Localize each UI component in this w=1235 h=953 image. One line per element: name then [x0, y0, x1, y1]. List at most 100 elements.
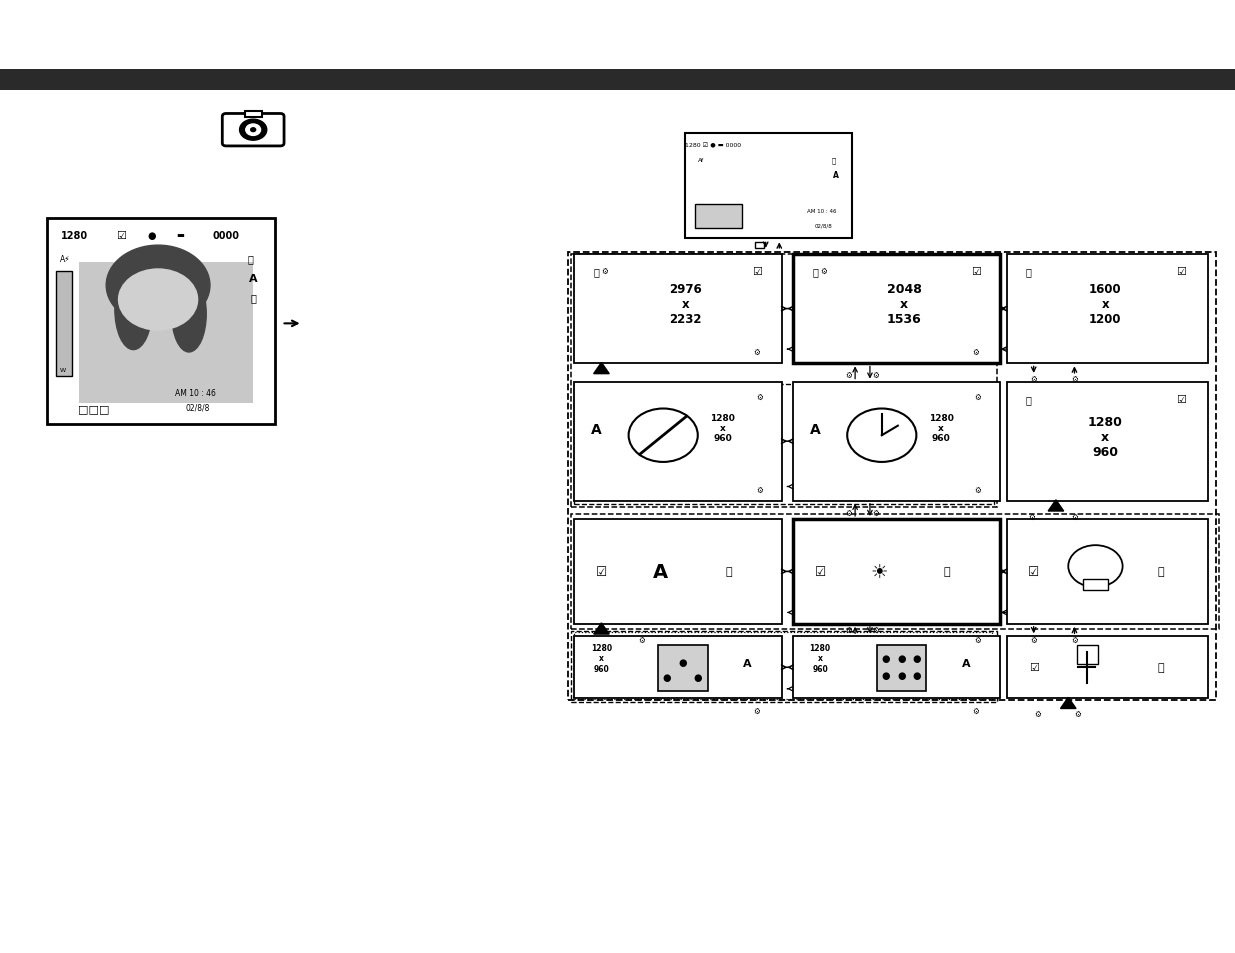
- Text: A: A: [834, 171, 839, 180]
- Text: ☑: ☑: [971, 267, 981, 276]
- Polygon shape: [594, 623, 609, 635]
- Bar: [574, 637, 782, 699]
- Text: ☑: ☑: [1028, 565, 1040, 578]
- Bar: [56, 272, 72, 376]
- Bar: [685, 133, 852, 238]
- Bar: [793, 519, 1000, 624]
- Text: ☑: ☑: [814, 565, 826, 578]
- Circle shape: [251, 129, 256, 132]
- Text: ⚙: ⚙: [601, 267, 609, 276]
- Text: A: A: [592, 423, 601, 436]
- Text: 1280: 1280: [61, 231, 88, 240]
- Text: ⚙: ⚙: [753, 706, 761, 716]
- Bar: [568, 253, 1216, 700]
- Text: ▬: ▬: [177, 231, 184, 240]
- Bar: [793, 637, 1000, 699]
- Text: A: A: [249, 274, 257, 283]
- Text: ●: ●: [679, 658, 687, 667]
- Text: ⚙: ⚙: [846, 508, 852, 517]
- Text: ☑: ☑: [1029, 662, 1039, 673]
- Text: ⚙: ⚙: [753, 347, 761, 356]
- Text: ☑: ☑: [1176, 395, 1186, 404]
- Text: ⚙: ⚙: [1074, 709, 1082, 719]
- Text: ●: ●: [663, 673, 671, 682]
- Text: ⏲: ⏲: [1157, 567, 1165, 577]
- Polygon shape: [1061, 698, 1076, 709]
- Bar: [1007, 519, 1208, 624]
- Text: ⚙: ⚙: [873, 625, 879, 635]
- Text: AM 10 : 46: AM 10 : 46: [806, 209, 836, 214]
- Bar: [574, 382, 782, 501]
- Text: ⚙: ⚙: [1034, 709, 1041, 719]
- Text: A: A: [653, 562, 668, 581]
- Text: A⚡: A⚡: [61, 254, 70, 264]
- Text: ⏲: ⏲: [248, 254, 253, 264]
- Text: ⚙: ⚙: [820, 267, 827, 276]
- Text: ⚙: ⚙: [1071, 375, 1078, 384]
- Text: ⏲: ⏲: [1026, 267, 1031, 276]
- Bar: [574, 385, 994, 504]
- Text: ⏲: ⏲: [831, 157, 836, 163]
- Bar: [574, 633, 992, 700]
- Text: 1280
x
960: 1280 x 960: [590, 643, 613, 673]
- Bar: [47, 219, 275, 424]
- Bar: [571, 515, 1219, 629]
- Text: ⚙: ⚙: [756, 485, 763, 495]
- Text: ⚙: ⚙: [873, 508, 879, 517]
- Text: ⚙: ⚙: [846, 371, 852, 380]
- Text: ☑: ☑: [752, 267, 762, 276]
- Circle shape: [119, 270, 198, 331]
- Bar: [695, 205, 742, 229]
- Bar: [574, 254, 782, 364]
- Text: ⚙: ⚙: [1028, 512, 1035, 521]
- Circle shape: [629, 409, 698, 462]
- Bar: [0, 70, 1235, 91]
- Text: ⚙: ⚙: [756, 393, 763, 402]
- Bar: [574, 519, 782, 624]
- Text: 02/8/8: 02/8/8: [185, 403, 210, 413]
- Text: 1280
x
960: 1280 x 960: [1088, 416, 1123, 458]
- Text: AM 10 : 46: AM 10 : 46: [174, 388, 216, 397]
- Text: ●: ●: [898, 671, 905, 680]
- Text: ☑: ☑: [1176, 267, 1186, 276]
- Text: ⏲: ⏲: [813, 267, 818, 276]
- Text: ʘ: ʘ: [58, 274, 65, 283]
- Circle shape: [1068, 545, 1123, 587]
- Text: ✋: ✋: [251, 294, 256, 303]
- Ellipse shape: [115, 270, 152, 351]
- Bar: [793, 382, 1000, 501]
- Text: ●: ●: [913, 654, 920, 663]
- Bar: [79, 263, 253, 403]
- Text: ⚙: ⚙: [1071, 635, 1078, 644]
- Text: ⚙: ⚙: [1071, 512, 1078, 521]
- Text: ⏲: ⏲: [944, 567, 951, 577]
- Text: ⏲: ⏲: [725, 567, 732, 577]
- Text: ⚙: ⚙: [1030, 635, 1037, 644]
- Text: ⚙: ⚙: [972, 347, 979, 356]
- Text: ⏲: ⏲: [594, 267, 599, 276]
- Text: ☑: ☑: [595, 565, 608, 578]
- Text: ☀: ☀: [871, 562, 888, 581]
- Bar: [793, 254, 1000, 364]
- Bar: [1007, 637, 1208, 699]
- Text: 1280 ☑ ● ▬ 0000: 1280 ☑ ● ▬ 0000: [684, 143, 741, 149]
- Circle shape: [240, 120, 267, 141]
- Bar: [756, 242, 763, 249]
- Text: 1280
x
960: 1280 x 960: [809, 643, 831, 673]
- Text: ⏲: ⏲: [1157, 662, 1165, 673]
- FancyBboxPatch shape: [222, 114, 284, 147]
- Bar: [245, 112, 262, 118]
- Text: 1280
x
960: 1280 x 960: [929, 414, 953, 443]
- Text: ⏲: ⏲: [1026, 395, 1031, 404]
- Text: A: A: [743, 658, 751, 668]
- Text: 0000: 0000: [212, 231, 240, 240]
- Text: ⚙: ⚙: [972, 706, 979, 716]
- Bar: [1007, 254, 1208, 364]
- Text: ●: ●: [882, 654, 889, 663]
- Text: ⚙: ⚙: [974, 393, 982, 402]
- Text: A: A: [962, 658, 969, 668]
- Text: Af: Af: [698, 157, 704, 163]
- Text: ●: ●: [694, 673, 701, 682]
- Circle shape: [847, 409, 916, 462]
- Text: 02/8/8: 02/8/8: [815, 223, 832, 229]
